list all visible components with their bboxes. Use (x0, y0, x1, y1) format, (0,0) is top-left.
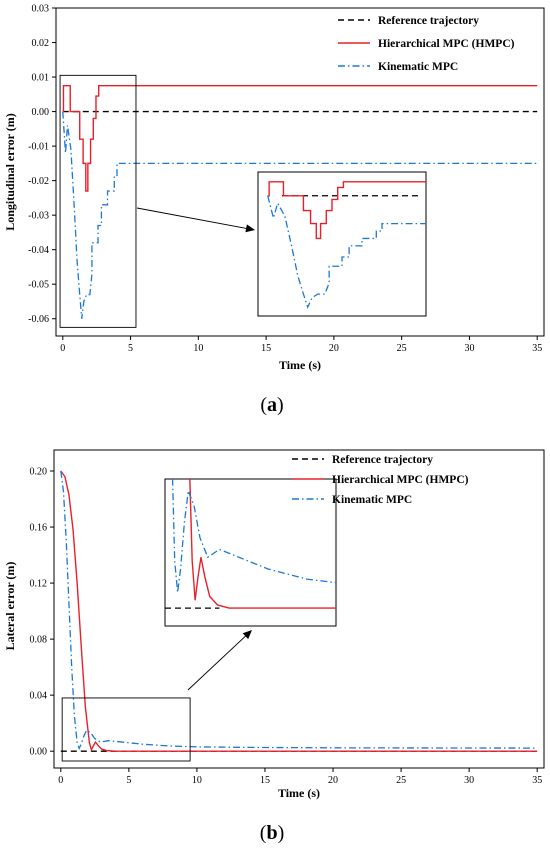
zoom-arrow (136, 207, 250, 230)
series-hmpc-line (60, 470, 538, 752)
x-tick-label: 30 (464, 343, 474, 354)
y-tick-label: 0.01 (32, 73, 50, 84)
y-axis-label: Longitudinal error (m) (3, 113, 17, 231)
x-tick-label: 20 (328, 775, 338, 786)
y-tick-label: 0.04 (30, 691, 48, 702)
zoom-arrow (187, 633, 248, 691)
x-axis-label: Time (s) (279, 358, 321, 372)
figure-caption: (a) (260, 394, 283, 416)
inset-kinematic-line (171, 479, 336, 593)
chart-1: 0 5 10 15 20 25 30 35 0.20 0.16 0.12 0.08 0.04 0.00 Ti… (3, 449, 545, 844)
y-tick-label: -0.04 (28, 245, 49, 256)
x-tick-label: 0 (60, 343, 65, 354)
y-tick-label: 0.08 (30, 635, 48, 646)
zoom-arrow-head (242, 630, 252, 640)
x-tick-label: 30 (464, 775, 474, 786)
legend: Reference trajectory Hierarchical MPC (HM… (338, 15, 515, 73)
legend: Reference trajectory Hierarchical MPC (HM… (292, 454, 469, 506)
plot-frame (53, 449, 545, 769)
y-tick-label: 0.20 (30, 467, 48, 478)
inset-frame (164, 478, 337, 627)
y-tick-label: 0.00 (32, 107, 50, 118)
x-tick-label: 5 (126, 775, 131, 786)
legend-label: Kinematic MPC (378, 61, 458, 73)
inset-hmpc-line (189, 479, 336, 609)
legend-label: Hierarchical MPC (HMPC) (332, 474, 469, 486)
y-tick-label: 0.00 (30, 747, 48, 758)
x-tick-label: 35 (532, 775, 542, 786)
x-tick-label: 10 (192, 775, 202, 786)
inset-kinematic-line (267, 195, 426, 309)
x-tick-label: 15 (261, 343, 271, 354)
x-tick-label: 35 (532, 343, 542, 354)
y-tick-label: -0.02 (28, 176, 49, 187)
zoom-arrow-head (245, 224, 255, 233)
x-tick-label: 25 (397, 343, 407, 354)
x-tick-label: 25 (396, 775, 406, 786)
chart-0: 0 5 10 15 20 25 30 35 0.03 0.02 0.01 0.00 -0.01 -0.02… (3, 4, 545, 416)
y-axis-label: Lateral error (m) (3, 562, 17, 651)
plot-frame (55, 7, 545, 337)
inset-plot (267, 181, 426, 309)
y-tick-label: 0.03 (32, 4, 50, 15)
series-hmpc-line (62, 84, 538, 192)
y-tick-label: -0.06 (28, 314, 49, 325)
y-tick-label: -0.05 (28, 280, 49, 291)
x-axis-label: Time (s) (278, 786, 320, 800)
y-tick-label: 0.12 (30, 579, 48, 590)
figure-caption: (b) (260, 822, 284, 844)
legend-label: Hierarchical MPC (HMPC) (378, 38, 515, 50)
legend-label: Kinematic MPC (332, 494, 412, 506)
x-tick-label: 15 (260, 775, 270, 786)
legend-label: Reference trajectory (332, 454, 433, 466)
x-tick-label: 5 (128, 343, 133, 354)
inset-hmpc-line (267, 181, 426, 240)
legend-label: Reference trajectory (378, 15, 479, 27)
y-tick-label: 0.02 (32, 38, 50, 49)
y-tick-label: 0.16 (30, 523, 48, 534)
y-tick-label: -0.01 (28, 142, 49, 153)
x-tick-label: 0 (58, 775, 63, 786)
x-tick-label: 20 (329, 343, 339, 354)
series-kinematic-line (60, 470, 538, 751)
y-tick-label: -0.03 (28, 211, 49, 222)
zoom-source-box (59, 74, 137, 328)
inset-plot (165, 479, 336, 609)
x-tick-label: 10 (193, 343, 203, 354)
zoom-source-box (61, 697, 191, 762)
